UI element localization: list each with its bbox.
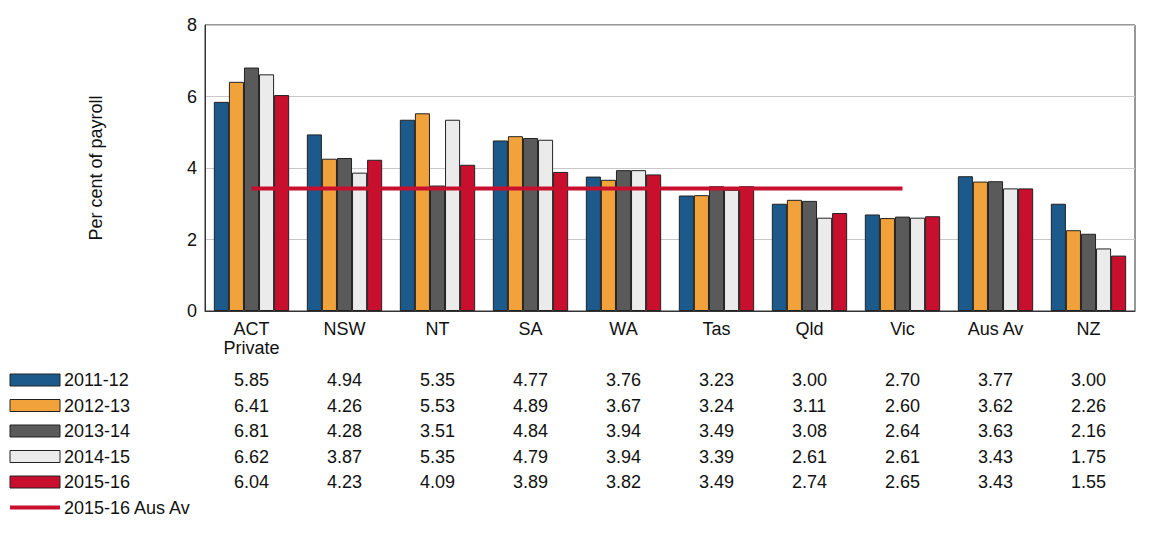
svg-text:5.53: 5.53 [420, 396, 455, 416]
svg-text:NZ: NZ [1077, 319, 1101, 339]
svg-text:ACT: ACT [234, 319, 270, 339]
svg-text:2.26: 2.26 [1071, 396, 1106, 416]
svg-text:Tas: Tas [702, 319, 730, 339]
svg-text:4.26: 4.26 [327, 396, 362, 416]
svg-text:2.61: 2.61 [885, 447, 920, 467]
svg-text:5.85: 5.85 [234, 370, 269, 390]
svg-text:0: 0 [187, 301, 197, 321]
svg-text:2.65: 2.65 [885, 472, 920, 492]
svg-text:2.16: 2.16 [1071, 421, 1106, 441]
svg-text:4.77: 4.77 [513, 370, 548, 390]
svg-text:3.82: 3.82 [606, 472, 641, 492]
svg-text:2013-14: 2013-14 [64, 421, 130, 441]
svg-text:2015-16: 2015-16 [64, 472, 130, 492]
svg-text:6.41: 6.41 [234, 396, 269, 416]
svg-text:2: 2 [187, 230, 197, 250]
svg-text:2.70: 2.70 [885, 370, 920, 390]
svg-text:4.09: 4.09 [420, 472, 455, 492]
svg-text:2014-15: 2014-15 [64, 447, 130, 467]
svg-text:2011-12: 2011-12 [64, 370, 129, 390]
svg-text:1.55: 1.55 [1071, 472, 1106, 492]
svg-text:3.94: 3.94 [606, 421, 641, 441]
svg-text:Private: Private [223, 338, 279, 358]
svg-text:2.61: 2.61 [792, 447, 827, 467]
svg-text:4.23: 4.23 [327, 472, 362, 492]
svg-text:3.00: 3.00 [1071, 370, 1106, 390]
svg-text:2.74: 2.74 [792, 472, 827, 492]
svg-text:3.00: 3.00 [792, 370, 827, 390]
svg-text:4.94: 4.94 [327, 370, 362, 390]
svg-text:3.39: 3.39 [699, 447, 734, 467]
svg-text:4.79: 4.79 [513, 447, 548, 467]
svg-text:4.84: 4.84 [513, 421, 548, 441]
svg-text:3.77: 3.77 [978, 370, 1013, 390]
svg-text:3.67: 3.67 [606, 396, 641, 416]
svg-text:3.87: 3.87 [327, 447, 362, 467]
svg-text:2.60: 2.60 [885, 396, 920, 416]
svg-text:4: 4 [187, 158, 197, 178]
svg-text:1.75: 1.75 [1071, 447, 1106, 467]
svg-text:3.89: 3.89 [513, 472, 548, 492]
svg-text:8: 8 [187, 15, 197, 35]
svg-text:3.51: 3.51 [420, 421, 455, 441]
svg-text:WA: WA [609, 319, 637, 339]
svg-text:SA: SA [518, 319, 542, 339]
svg-text:3.94: 3.94 [606, 447, 641, 467]
svg-text:Qld: Qld [795, 319, 823, 339]
svg-text:4.28: 4.28 [327, 421, 362, 441]
svg-text:Aus Av: Aus Av [968, 319, 1024, 339]
svg-text:3.49: 3.49 [699, 421, 734, 441]
svg-text:4.89: 4.89 [513, 396, 548, 416]
svg-text:3.24: 3.24 [699, 396, 734, 416]
svg-text:NSW: NSW [324, 319, 366, 339]
svg-text:3.43: 3.43 [978, 472, 1013, 492]
svg-text:5.35: 5.35 [420, 447, 455, 467]
svg-text:5.35: 5.35 [420, 370, 455, 390]
svg-text:3.49: 3.49 [699, 472, 734, 492]
svg-text:2012-13: 2012-13 [64, 396, 130, 416]
svg-text:Per cent of payroll: Per cent of payroll [86, 95, 106, 240]
svg-text:3.43: 3.43 [978, 447, 1013, 467]
svg-text:Vic: Vic [890, 319, 915, 339]
svg-text:3.63: 3.63 [978, 421, 1013, 441]
svg-text:6.62: 6.62 [234, 447, 269, 467]
svg-text:3.23: 3.23 [699, 370, 734, 390]
svg-text:2015-16 Aus Av: 2015-16 Aus Av [64, 498, 190, 518]
svg-text:3.08: 3.08 [792, 421, 827, 441]
svg-text:6.81: 6.81 [234, 421, 269, 441]
svg-text:6.04: 6.04 [234, 472, 269, 492]
svg-text:NT: NT [426, 319, 450, 339]
svg-text:6: 6 [187, 87, 197, 107]
svg-text:3.76: 3.76 [606, 370, 641, 390]
svg-text:3.11: 3.11 [793, 396, 827, 416]
svg-text:3.62: 3.62 [978, 396, 1013, 416]
svg-text:2.64: 2.64 [885, 421, 920, 441]
